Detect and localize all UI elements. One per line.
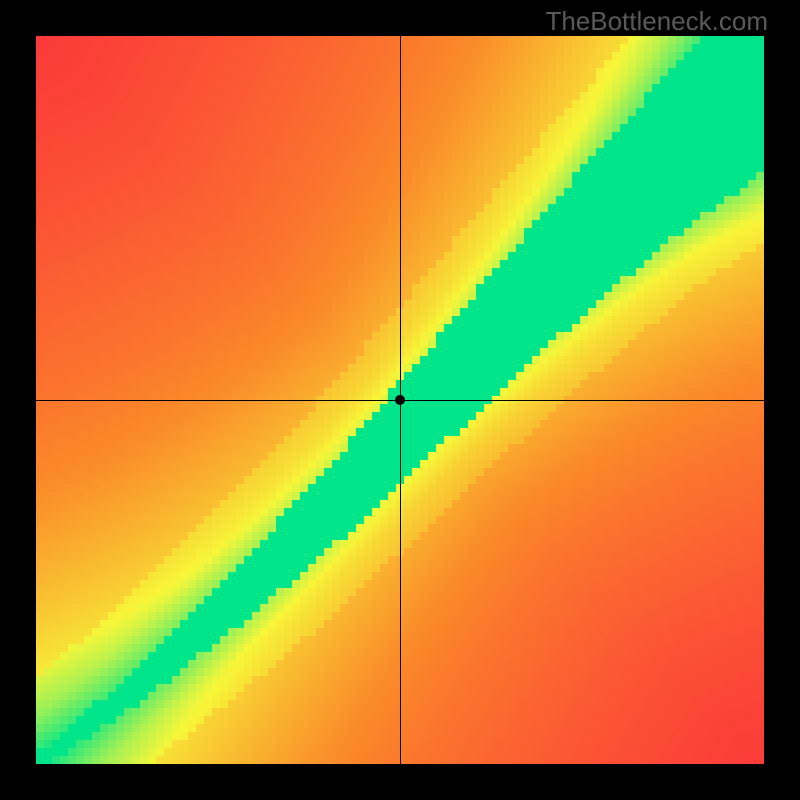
watermark-text: TheBottleneck.com: [545, 6, 768, 37]
heatmap-canvas: [0, 0, 800, 800]
